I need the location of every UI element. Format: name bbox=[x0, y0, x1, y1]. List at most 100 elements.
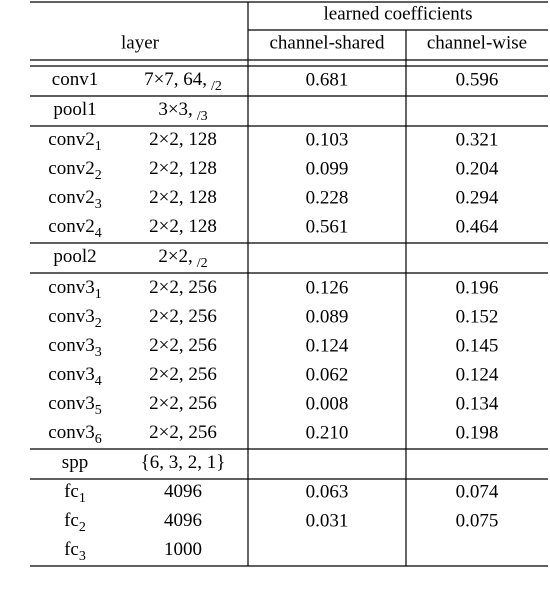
layer-name-sub: 2 bbox=[79, 520, 86, 535]
column-header: channel-shared bbox=[270, 32, 385, 53]
coef-shared: 0.062 bbox=[306, 364, 349, 385]
layer-name-sub: 2 bbox=[95, 168, 102, 183]
layer-name-sub: 5 bbox=[95, 403, 102, 418]
layer-name: conv21 bbox=[48, 129, 101, 154]
layer-spec-main: 2×2, bbox=[158, 246, 192, 267]
coef-shared: 0.126 bbox=[306, 277, 349, 298]
layer-spec-main: 4096 bbox=[164, 510, 202, 531]
coef-wise: 0.294 bbox=[456, 187, 499, 208]
group-header: learned coefficients bbox=[324, 3, 473, 24]
layer-spec: 2×2, /2 bbox=[158, 246, 207, 271]
layer-name: pool2 bbox=[53, 246, 96, 267]
layer-name-base: conv2 bbox=[48, 187, 94, 208]
coef-wise: 0.124 bbox=[456, 364, 499, 385]
layer-name-base: conv2 bbox=[48, 158, 94, 179]
coef-wise: 0.596 bbox=[456, 69, 499, 90]
layer-name-sub: 1 bbox=[95, 139, 102, 154]
layer-spec: 2×2, 256 bbox=[149, 306, 217, 327]
layer-name-base: conv1 bbox=[52, 69, 98, 90]
layer-name: conv36 bbox=[48, 422, 101, 447]
coef-wise: 0.075 bbox=[456, 510, 499, 531]
layer-name: conv35 bbox=[48, 393, 101, 418]
layer-name-sub: 3 bbox=[95, 197, 102, 212]
layer-spec: 2×2, 256 bbox=[149, 335, 217, 356]
layer-name: conv23 bbox=[48, 187, 101, 212]
layer-spec-main: 2×2, 128 bbox=[149, 129, 217, 150]
layer-spec: 2×2, 128 bbox=[149, 129, 217, 150]
coef-wise: 0.074 bbox=[456, 481, 499, 502]
layer-spec-stride: /2 bbox=[211, 79, 222, 94]
layer-spec: 2×2, 128 bbox=[149, 158, 217, 179]
layer-spec-main: 2×2, 128 bbox=[149, 187, 217, 208]
layer-name: conv31 bbox=[48, 277, 101, 302]
layer-spec-main: 2×2, 128 bbox=[149, 216, 217, 237]
column-header: channel-wise bbox=[427, 32, 527, 53]
layer-spec: 7×7, 64, /2 bbox=[144, 69, 222, 94]
layer-name: conv34 bbox=[48, 364, 101, 389]
layer-name-base: conv3 bbox=[48, 277, 94, 298]
coef-shared: 0.681 bbox=[306, 69, 349, 90]
layer-spec: {6, 3, 2, 1} bbox=[141, 452, 226, 473]
coef-shared: 0.031 bbox=[306, 510, 349, 531]
layer-name-sub: 6 bbox=[95, 432, 102, 447]
layer-spec-stride: /3 bbox=[197, 109, 208, 124]
layer-spec-main: 7×7, 64, bbox=[144, 69, 207, 90]
coef-shared: 0.561 bbox=[306, 216, 349, 237]
coef-wise: 0.196 bbox=[456, 277, 499, 298]
layer-name: conv24 bbox=[48, 216, 101, 241]
layer-name: conv22 bbox=[48, 158, 101, 183]
coef-shared: 0.124 bbox=[306, 335, 349, 356]
layer-name-sub: 2 bbox=[95, 316, 102, 331]
layer-name: spp bbox=[62, 452, 88, 473]
layer-name-base: spp bbox=[62, 452, 88, 473]
layer-name-base: conv3 bbox=[48, 306, 94, 327]
layer-name: conv33 bbox=[48, 335, 101, 360]
layer-name-sub: 1 bbox=[79, 491, 86, 506]
layer-name: fc3 bbox=[64, 539, 86, 564]
coef-wise: 0.464 bbox=[456, 216, 499, 237]
layer-spec-main: 2×2, 256 bbox=[149, 422, 217, 443]
layer-name-base: conv2 bbox=[48, 216, 94, 237]
column-header: layer bbox=[121, 32, 160, 53]
coef-shared: 0.063 bbox=[306, 481, 349, 502]
layer-spec-main: {6, 3, 2, 1} bbox=[141, 452, 226, 473]
layer-spec-main: 3×3, bbox=[158, 99, 192, 120]
layer-spec-main: 4096 bbox=[164, 481, 202, 502]
layer-name-sub: 4 bbox=[95, 226, 102, 241]
coef-shared: 0.089 bbox=[306, 306, 349, 327]
layer-name-base: conv3 bbox=[48, 335, 94, 356]
layer-spec: 1000 bbox=[164, 539, 202, 560]
layer-name-base: fc bbox=[64, 539, 79, 560]
layer-spec: 3×3, /3 bbox=[158, 99, 207, 124]
layer-spec: 4096 bbox=[164, 510, 202, 531]
layer-name-sub: 4 bbox=[95, 374, 102, 389]
coef-wise: 0.152 bbox=[456, 306, 499, 327]
layer-name-base: pool1 bbox=[53, 99, 96, 120]
layer-name-sub: 1 bbox=[95, 287, 102, 302]
layer-name-sub: 3 bbox=[95, 345, 102, 360]
layer-spec: 2×2, 128 bbox=[149, 216, 217, 237]
coef-shared: 0.099 bbox=[306, 158, 349, 179]
layer-spec-main: 2×2, 256 bbox=[149, 364, 217, 385]
layer-spec: 2×2, 256 bbox=[149, 277, 217, 298]
coef-shared: 0.228 bbox=[306, 187, 349, 208]
coef-wise: 0.134 bbox=[456, 393, 499, 414]
layer-spec-main: 2×2, 128 bbox=[149, 158, 217, 179]
layer-name: conv1 bbox=[52, 69, 98, 90]
layer-name: fc2 bbox=[64, 510, 86, 535]
layer-name: conv32 bbox=[48, 306, 101, 331]
layer-spec: 2×2, 256 bbox=[149, 364, 217, 385]
layer-spec-main: 2×2, 256 bbox=[149, 393, 217, 414]
layer-spec: 2×2, 128 bbox=[149, 187, 217, 208]
layer-name-base: fc bbox=[64, 481, 79, 502]
layer-spec-stride: /2 bbox=[197, 256, 208, 271]
layer-name-base: conv2 bbox=[48, 129, 94, 150]
coef-shared: 0.008 bbox=[306, 393, 349, 414]
layer-name-base: fc bbox=[64, 510, 79, 531]
layer-name-base: conv3 bbox=[48, 393, 94, 414]
coef-wise: 0.198 bbox=[456, 422, 499, 443]
layer-name-base: conv3 bbox=[48, 422, 94, 443]
coef-shared: 0.210 bbox=[306, 422, 349, 443]
layer-name-base: pool2 bbox=[53, 246, 96, 267]
